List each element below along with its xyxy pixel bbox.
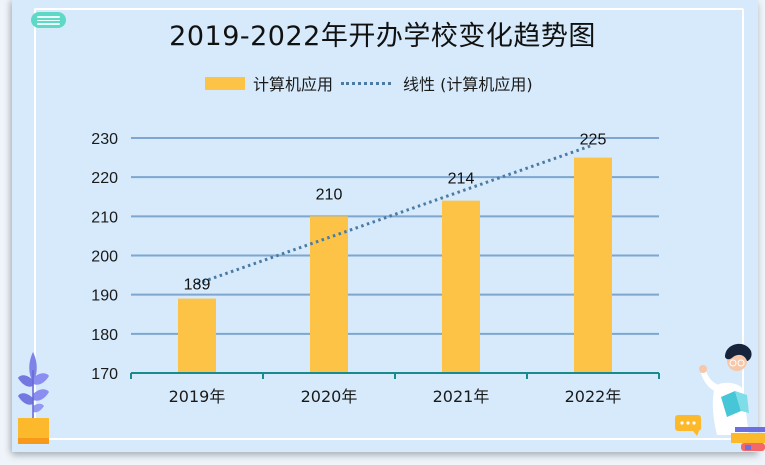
y-tick-label: 190 bbox=[91, 288, 118, 305]
y-tick-label: 180 bbox=[91, 327, 118, 344]
chart-card bbox=[12, 0, 758, 452]
trendline bbox=[196, 143, 594, 286]
data-label: 189 bbox=[184, 277, 211, 294]
bar bbox=[310, 216, 348, 373]
y-tick-label: 220 bbox=[91, 170, 118, 187]
x-tick-label: 2022年 bbox=[565, 387, 622, 406]
x-tick-label: 2021年 bbox=[433, 387, 490, 406]
data-label: 214 bbox=[448, 171, 475, 188]
x-tick-label: 2019年 bbox=[169, 387, 226, 406]
bar bbox=[178, 298, 216, 373]
trendline-path bbox=[196, 143, 594, 286]
hamburger-menu-icon[interactable] bbox=[31, 12, 66, 28]
bars bbox=[178, 157, 612, 373]
data-labels: 189 210 214 225 bbox=[184, 132, 607, 294]
gridlines bbox=[131, 137, 659, 335]
legend-bar-swatch bbox=[205, 76, 245, 90]
teacher-illustration-icon bbox=[675, 343, 765, 451]
x-axis bbox=[130, 372, 660, 379]
inner-frame bbox=[34, 8, 744, 440]
y-tick-label: 230 bbox=[91, 131, 118, 148]
data-label: 210 bbox=[316, 186, 343, 203]
y-axis-ticks: 170 180 190 200 210 220 230 bbox=[91, 131, 118, 383]
data-label: 225 bbox=[580, 132, 607, 149]
y-tick-label: 170 bbox=[91, 366, 118, 383]
bar bbox=[574, 157, 612, 373]
legend: 计算机应用 线性 (计算机应用) bbox=[205, 72, 533, 94]
legend-trendline-swatch bbox=[341, 81, 392, 85]
chart-title: 2019-2022年开办学校变化趋势图 bbox=[169, 21, 596, 52]
bar bbox=[442, 200, 480, 373]
x-axis-labels: 2019年 2020年 2021年 2022年 bbox=[169, 387, 622, 406]
x-tick-label: 2020年 bbox=[301, 387, 358, 406]
legend-trendline-label: 线性 (计算机应用) bbox=[403, 75, 533, 94]
y-tick-label: 200 bbox=[91, 249, 118, 266]
y-tick-label: 210 bbox=[91, 209, 118, 226]
potted-plant-icon bbox=[18, 352, 49, 444]
legend-bar-label: 计算机应用 bbox=[253, 75, 334, 94]
